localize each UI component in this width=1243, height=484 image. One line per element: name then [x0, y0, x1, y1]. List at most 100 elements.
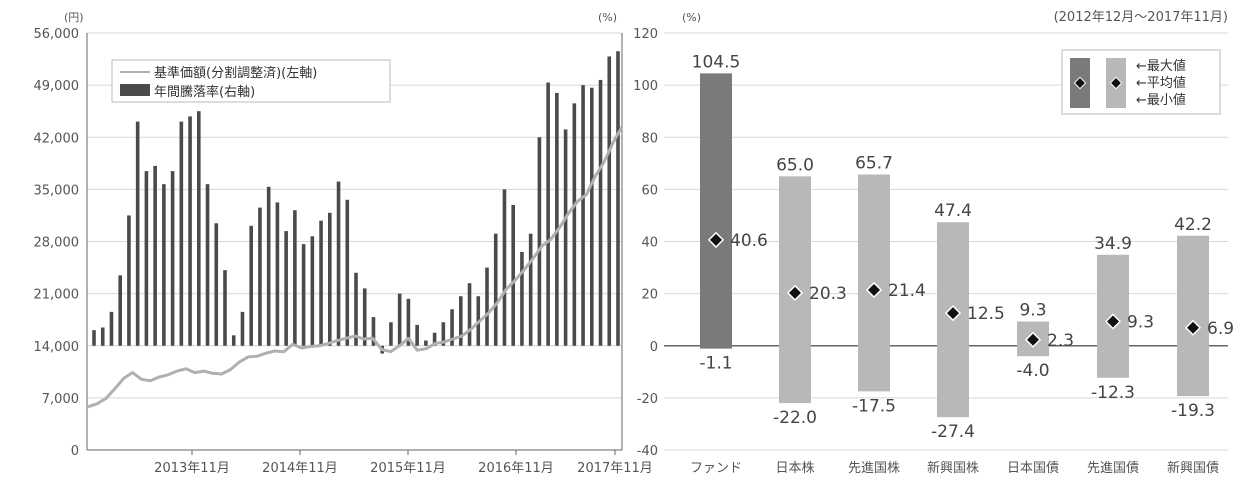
return-bar	[345, 199, 350, 346]
legend-diamond-asset-icon	[1109, 76, 1123, 90]
legend-avg-label: ←平均値	[1136, 75, 1186, 91]
min-label: -4.0	[1016, 361, 1049, 381]
category-label: 先進国債	[1087, 461, 1139, 476]
return-bar	[572, 103, 577, 346]
category-label: ファンド	[690, 461, 742, 476]
return-bar	[135, 121, 140, 346]
avg-label: 9.3	[1127, 313, 1154, 333]
return-bar	[109, 311, 114, 346]
right-chart-axis-unit: (%)	[682, 11, 701, 24]
return-bar	[397, 293, 402, 346]
right-y-tick-label: 80	[641, 131, 658, 146]
return-bar	[590, 87, 594, 346]
left-y-tick-label: 56,000	[34, 27, 80, 42]
avg-marker	[944, 305, 962, 322]
avg-label: 2.3	[1047, 331, 1074, 351]
avg-label: 40.6	[730, 231, 768, 251]
legend-bar-swatch	[120, 84, 150, 96]
return-bar	[362, 288, 367, 346]
return-bar	[581, 85, 585, 346]
return-bar	[528, 233, 533, 346]
return-bar	[92, 330, 96, 346]
return-bar	[616, 51, 620, 346]
return-bar	[275, 202, 280, 346]
max-label: 42.2	[1174, 215, 1212, 235]
left-axis-unit: (円)	[64, 11, 84, 24]
return-bar	[310, 236, 315, 346]
return-bar	[563, 129, 568, 346]
legend-min-label: ←最小値	[1136, 92, 1186, 108]
return-bar	[467, 283, 472, 346]
return-bar	[144, 171, 149, 346]
return-bar	[371, 317, 376, 346]
return-bar	[240, 311, 245, 346]
return-bar	[293, 210, 297, 346]
return-bar	[162, 184, 166, 346]
return-bar	[450, 309, 454, 346]
return-bar	[354, 272, 358, 346]
return-bar	[546, 82, 550, 346]
left-chart-right-axis-unit: (%)	[598, 11, 617, 24]
range-bar	[1177, 235, 1209, 397]
min-label: -19.3	[1171, 401, 1215, 421]
left-y-tick-label: 28,000	[34, 236, 80, 251]
left-chart: 0 7,000 14,000 21,000 28,000 35,000 42,000 49,0…	[34, 27, 653, 476]
left-y-tick-label: 49,000	[34, 79, 80, 94]
category-label: 新興国債	[1167, 460, 1219, 476]
return-bar	[389, 322, 393, 346]
left-y-tick-label: 35,000	[34, 183, 80, 198]
avg-marker	[1104, 313, 1122, 330]
max-label: 34.9	[1094, 234, 1132, 254]
avg-label: 20.3	[809, 284, 847, 304]
return-bar	[205, 184, 210, 346]
category-label: 日本国債	[1007, 461, 1059, 476]
avg-marker	[1184, 319, 1202, 336]
left-y-tick-label: 0	[71, 444, 79, 459]
return-bar	[432, 332, 437, 346]
category-label: 新興国株	[927, 460, 979, 476]
left-x-tick-label: 2015年11月	[370, 461, 446, 476]
return-bar	[127, 215, 131, 346]
nav-line	[87, 126, 624, 409]
left-y-tick-label: 42,000	[34, 131, 80, 146]
max-label: 65.7	[855, 154, 893, 174]
left-legend-box	[111, 59, 391, 103]
right-legend: ←最大値 ←平均値 ←最小値	[1061, 49, 1221, 115]
right-chart: -40 -20 0 20 40 60 80 100 120 104.5 40.6 -1.1 ファンド 65…	[633, 27, 1234, 476]
return-bar	[231, 335, 236, 346]
return-bar	[328, 212, 332, 346]
avg-label: 12.5	[967, 304, 1005, 324]
left-x-tick-label: 2017年11月	[577, 461, 653, 476]
range-bar	[700, 73, 732, 349]
return-bar	[537, 137, 542, 346]
avg-label: 21.4	[888, 281, 926, 301]
return-bar	[284, 231, 288, 346]
max-label: 9.3	[1019, 301, 1046, 321]
return-bar	[459, 296, 463, 346]
return-bar	[118, 275, 122, 346]
return-bar	[153, 165, 157, 346]
legend-diamond-fund-icon	[1073, 76, 1087, 90]
return-bar	[301, 244, 306, 346]
right-y-tick-label: -40	[637, 444, 658, 459]
return-bar	[249, 225, 253, 346]
return-bar	[100, 327, 105, 346]
return-bar	[406, 298, 411, 346]
min-label: -1.1	[699, 354, 732, 374]
right-y-tick-label: 40	[641, 236, 658, 251]
min-label: -12.3	[1091, 383, 1135, 403]
return-bar	[598, 79, 603, 346]
return-bar	[607, 56, 612, 346]
category-label: 日本株	[775, 461, 814, 476]
right-y-tick-label: 20	[641, 288, 658, 303]
left-x-tick-label: 2013年11月	[154, 461, 230, 476]
max-label: 65.0	[776, 155, 814, 175]
return-bar	[485, 267, 489, 346]
avg-marker	[786, 284, 804, 301]
return-bar	[258, 207, 262, 346]
return-bar	[555, 92, 559, 346]
legend-line-label: 基準価額(分割調整済)(左軸)	[154, 65, 317, 81]
return-bar	[336, 181, 341, 346]
